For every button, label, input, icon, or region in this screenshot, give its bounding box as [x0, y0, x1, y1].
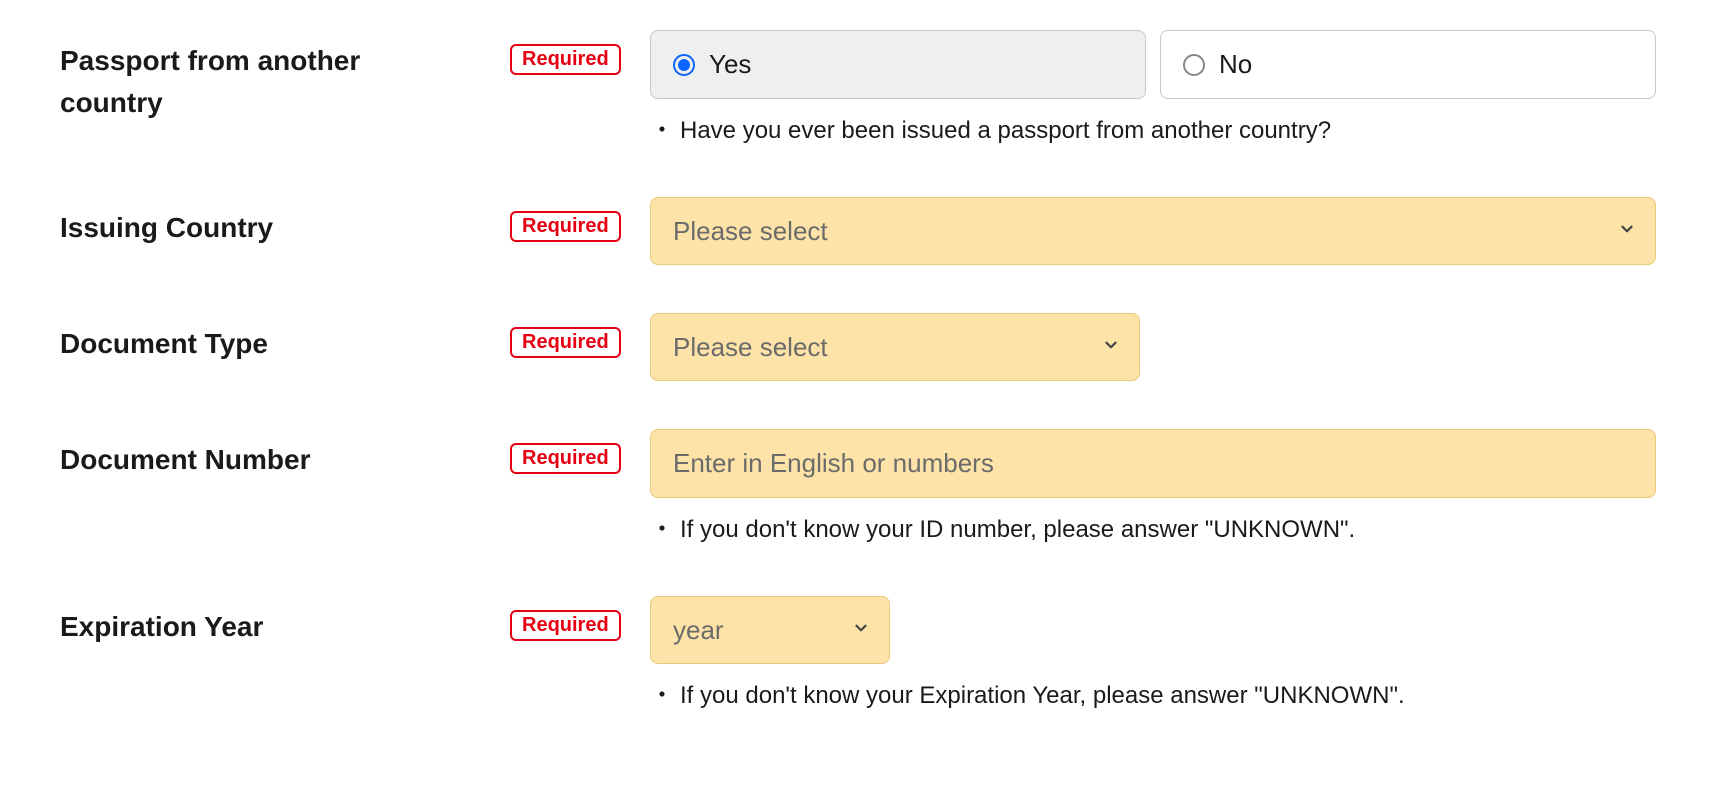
radio-no[interactable]: No — [1160, 30, 1656, 99]
required-col: Required — [510, 197, 650, 242]
select-wrap: Please select — [650, 197, 1656, 265]
select-wrap: year — [650, 596, 890, 664]
label-col: Expiration Year — [60, 596, 510, 648]
required-badge: Required — [510, 327, 621, 358]
row-document-number: Document Number Required If you don't kn… — [60, 429, 1656, 548]
label-expiration-year: Expiration Year — [60, 606, 263, 648]
label-col: Document Type — [60, 313, 510, 365]
radio-circle-icon — [673, 54, 695, 76]
helper-text: If you don't know your ID number, please… — [650, 512, 1656, 548]
required-badge: Required — [510, 211, 621, 242]
input-col: year If you don't know your Expiration Y… — [650, 596, 1656, 714]
helper-list: If you don't know your ID number, please… — [650, 512, 1656, 548]
issuing-country-select[interactable]: Please select — [650, 197, 1656, 265]
expiration-year-select[interactable]: year — [650, 596, 890, 664]
select-wrap: Please select — [650, 313, 1140, 381]
helper-list: Have you ever been issued a passport fro… — [650, 113, 1656, 149]
input-col: Please select — [650, 313, 1656, 381]
required-col: Required — [510, 313, 650, 358]
helper-text: If you don't know your Expiration Year, … — [650, 678, 1656, 714]
required-badge: Required — [510, 443, 621, 474]
required-col: Required — [510, 429, 650, 474]
required-badge: Required — [510, 44, 621, 75]
row-passport-other: Passport from another country Required Y… — [60, 30, 1656, 149]
row-issuing-country: Issuing Country Required Please select — [60, 197, 1656, 265]
helper-list: If you don't know your Expiration Year, … — [650, 678, 1656, 714]
radio-circle-icon — [1183, 54, 1205, 76]
label-issuing-country: Issuing Country — [60, 207, 273, 249]
required-col: Required — [510, 596, 650, 641]
radio-group-passport-other: Yes No — [650, 30, 1656, 99]
row-expiration-year: Expiration Year Required year If you don… — [60, 596, 1656, 714]
label-document-type: Document Type — [60, 323, 268, 365]
document-type-select[interactable]: Please select — [650, 313, 1140, 381]
input-col: Please select — [650, 197, 1656, 265]
radio-no-label: No — [1219, 49, 1252, 80]
radio-yes[interactable]: Yes — [650, 30, 1146, 99]
required-col: Required — [510, 30, 650, 75]
label-col: Passport from another country — [60, 30, 510, 124]
label-col: Document Number — [60, 429, 510, 481]
label-document-number: Document Number — [60, 439, 310, 481]
input-col: If you don't know your ID number, please… — [650, 429, 1656, 548]
required-badge: Required — [510, 610, 621, 641]
label-passport-other: Passport from another country — [60, 40, 400, 124]
row-document-type: Document Type Required Please select — [60, 313, 1656, 381]
input-col: Yes No Have you ever been issued a passp… — [650, 30, 1656, 149]
helper-text: Have you ever been issued a passport fro… — [650, 113, 1656, 149]
radio-yes-label: Yes — [709, 49, 751, 80]
document-number-input[interactable] — [650, 429, 1656, 498]
label-col: Issuing Country — [60, 197, 510, 249]
